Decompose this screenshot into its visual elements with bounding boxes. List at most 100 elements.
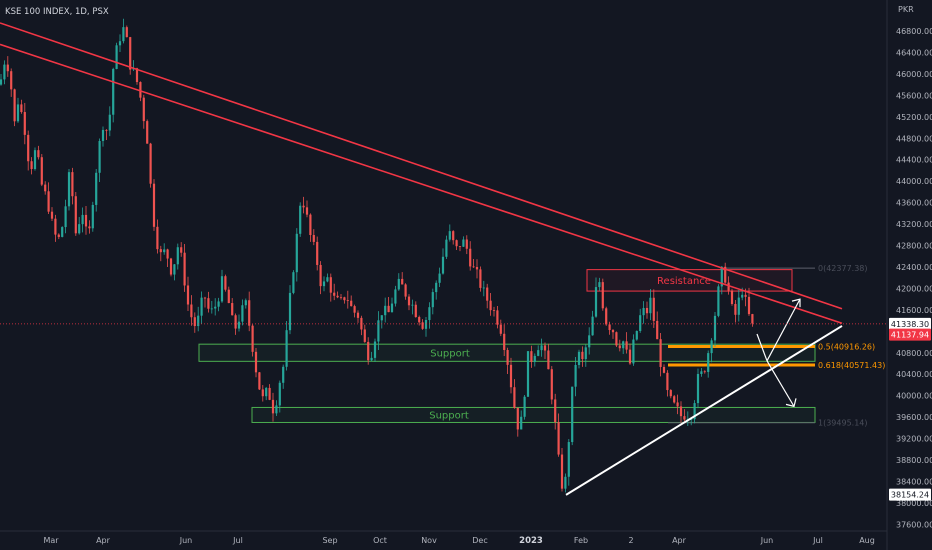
- candle-body: [707, 353, 710, 372]
- candle-body: [390, 303, 394, 313]
- candle-body: [91, 204, 94, 229]
- candle-body: [734, 303, 737, 315]
- candle-body: [207, 298, 210, 309]
- y-tick-label: 42400.00: [896, 263, 932, 272]
- candle-body: [135, 68, 139, 83]
- candle-body: [676, 402, 679, 407]
- candle-body: [180, 247, 183, 253]
- candle-body: [118, 41, 122, 46]
- candle-body: [125, 27, 128, 38]
- candle-body: [622, 341, 625, 349]
- candle-body: [710, 340, 713, 354]
- candle-body: [227, 289, 230, 304]
- candle-body: [95, 172, 98, 205]
- candle-body: [350, 300, 353, 307]
- candle-body: [98, 141, 101, 173]
- candle-body: [251, 325, 254, 352]
- x-tick-label: Dec: [472, 536, 487, 545]
- candle-body: [506, 350, 509, 365]
- candle-body: [278, 382, 281, 406]
- candle-body: [166, 249, 169, 259]
- candle-body: [567, 442, 570, 477]
- breakdown-arrow: [766, 360, 795, 407]
- candle-body: [33, 150, 37, 170]
- candle-body: [441, 256, 445, 274]
- candle-body: [577, 351, 581, 365]
- candle-body: [516, 407, 519, 430]
- ascending-support-trendline: [565, 325, 843, 496]
- candle-body: [496, 310, 499, 325]
- candle-body: [435, 282, 438, 293]
- candle-body: [20, 104, 23, 113]
- x-tick-label: Apr: [672, 536, 687, 545]
- candle-body: [632, 339, 635, 364]
- currency-label: PKR: [898, 5, 914, 14]
- candle-body: [679, 406, 683, 417]
- candle-body: [452, 231, 455, 241]
- candle-body: [581, 351, 584, 360]
- candle-body: [520, 416, 523, 430]
- support-label-lower: Support: [429, 410, 469, 421]
- candle-body: [598, 282, 601, 288]
- candle-body: [411, 304, 414, 306]
- candle-body: [112, 68, 115, 115]
- marked-price-badge-text: 41338.30: [891, 320, 929, 329]
- breakout-arrow-head: [791, 298, 801, 308]
- y-tick-label: 46000.00: [896, 70, 932, 79]
- candle-body: [64, 206, 67, 228]
- y-tick-label: 45200.00: [896, 113, 932, 122]
- candle-body: [642, 307, 645, 316]
- candle-body: [407, 296, 411, 306]
- candle-body: [503, 333, 506, 351]
- x-tick-label: Feb: [574, 536, 588, 545]
- candle-body: [438, 273, 441, 283]
- breakout-arrow: [766, 298, 801, 362]
- y-tick-label: 42000.00: [896, 284, 932, 293]
- candle-body: [248, 300, 251, 326]
- descending-resistance-trendline: [0, 22, 843, 310]
- candle-body: [173, 264, 176, 275]
- candle-body: [268, 387, 271, 400]
- candle-body: [645, 307, 649, 314]
- y-tick-label: 44400.00: [896, 156, 932, 165]
- candle-body: [530, 351, 533, 362]
- candle-body: [737, 297, 740, 315]
- price-axis[interactable]: 46800.00 46400.00 46000.00 45600.00 45200.00…: [889, 27, 932, 529]
- candle-body: [309, 214, 312, 236]
- candle-body: [557, 422, 560, 455]
- candle-body: [23, 112, 26, 135]
- last-price-badge: [889, 328, 931, 341]
- candle-body: [146, 121, 149, 144]
- candle-body: [203, 297, 207, 299]
- candle-body: [149, 143, 152, 184]
- resistance-label: Resistance: [657, 276, 711, 287]
- candle-body: [611, 330, 615, 333]
- candle-body: [377, 320, 380, 342]
- candle-body: [220, 276, 224, 302]
- candle-body: [322, 281, 326, 287]
- y-tick-label: 40800.00: [896, 349, 932, 358]
- candle-body: [231, 303, 234, 316]
- x-tick-label: Sep: [322, 536, 337, 545]
- candle-body: [662, 366, 666, 373]
- candle-body: [475, 267, 479, 270]
- candle-body: [282, 366, 285, 383]
- candle-body: [652, 297, 655, 321]
- candle-body: [615, 332, 618, 346]
- candle-body: [747, 296, 751, 315]
- candle-body: [724, 266, 727, 283]
- candle-body: [605, 308, 608, 325]
- y-tick-label: 43600.00: [896, 199, 932, 208]
- candle-body: [367, 341, 370, 361]
- candle-body: [254, 351, 258, 373]
- candle-body: [537, 350, 540, 356]
- candle-body: [741, 294, 744, 298]
- candle-body: [190, 304, 193, 318]
- candle-body: [421, 322, 424, 329]
- candle-body: [37, 150, 40, 158]
- candle-body: [635, 331, 638, 340]
- time-axis[interactable]: Mar Apr Jun Jul Sep Oct Nov Dec 2023 Feb 2 Apr Jun Ju…: [43, 536, 874, 546]
- marked-price-badge: [889, 317, 931, 330]
- candle-body: [533, 355, 536, 362]
